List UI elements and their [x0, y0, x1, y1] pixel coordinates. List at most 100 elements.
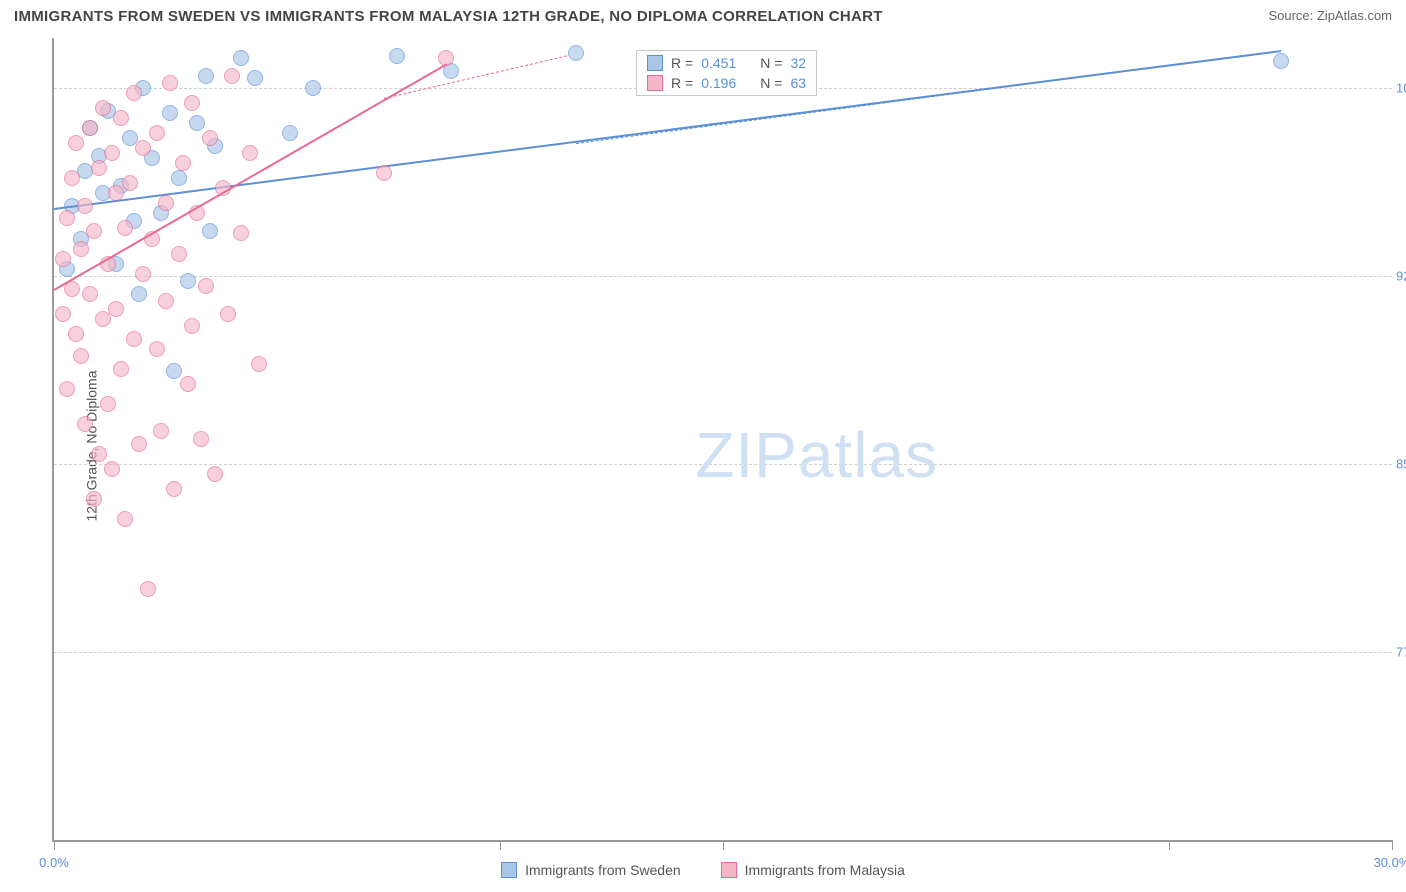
- data-point: [55, 306, 71, 322]
- legend: Immigrants from Sweden Immigrants from Ma…: [0, 862, 1406, 878]
- r-label: R =: [671, 75, 693, 91]
- data-point: [135, 266, 151, 282]
- data-point: [117, 511, 133, 527]
- x-tick: [723, 840, 724, 850]
- data-point: [242, 145, 258, 161]
- data-point: [162, 105, 178, 121]
- legend-item: Immigrants from Malaysia: [721, 862, 905, 878]
- r-value: 0.196: [701, 75, 736, 91]
- data-point: [104, 145, 120, 161]
- data-point: [251, 356, 267, 372]
- data-point: [131, 436, 147, 452]
- gridline: [54, 276, 1392, 277]
- data-point: [104, 461, 120, 477]
- data-point: [389, 48, 405, 64]
- data-point: [220, 306, 236, 322]
- data-point: [158, 195, 174, 211]
- data-point: [55, 251, 71, 267]
- data-point: [158, 293, 174, 309]
- n-value: 63: [790, 75, 806, 91]
- watermark: ZIPatlas: [695, 418, 938, 492]
- data-point: [77, 198, 93, 214]
- y-tick-label: 92.5%: [1396, 269, 1406, 284]
- trend-extension: [384, 56, 567, 100]
- data-point: [140, 581, 156, 597]
- legend-item: Immigrants from Sweden: [501, 862, 681, 878]
- data-point: [198, 68, 214, 84]
- gridline: [54, 464, 1392, 465]
- data-point: [171, 246, 187, 262]
- data-point: [149, 341, 165, 357]
- data-point: [73, 241, 89, 257]
- data-point: [305, 80, 321, 96]
- data-point: [82, 120, 98, 136]
- data-point: [568, 45, 584, 61]
- data-point: [77, 416, 93, 432]
- data-point: [193, 431, 209, 447]
- data-point: [162, 75, 178, 91]
- data-point: [113, 361, 129, 377]
- data-point: [233, 50, 249, 66]
- data-point: [233, 225, 249, 241]
- data-point: [135, 140, 151, 156]
- data-point: [202, 223, 218, 239]
- data-point: [247, 70, 263, 86]
- stats-row: R =0.451N =32: [637, 53, 816, 73]
- legend-label: Immigrants from Malaysia: [745, 862, 905, 878]
- data-point: [175, 155, 191, 171]
- data-point: [95, 311, 111, 327]
- data-point: [95, 100, 111, 116]
- legend-swatch: [501, 862, 517, 878]
- data-point: [207, 466, 223, 482]
- stats-box: R =0.451N =32 R = 0.196 N = 63: [636, 50, 817, 96]
- stats-row: R = 0.196 N = 63: [637, 73, 816, 93]
- y-tick-label: 77.5%: [1396, 645, 1406, 660]
- data-point: [117, 220, 133, 236]
- data-point: [180, 273, 196, 289]
- data-point: [166, 363, 182, 379]
- data-point: [122, 175, 138, 191]
- data-point: [376, 165, 392, 181]
- data-point: [86, 491, 102, 507]
- data-point: [100, 396, 116, 412]
- x-tick: [1169, 840, 1170, 850]
- data-point: [91, 446, 107, 462]
- data-point: [131, 286, 147, 302]
- data-point: [171, 170, 187, 186]
- source-label: Source: ZipAtlas.com: [1268, 8, 1392, 23]
- x-tick: [54, 840, 55, 850]
- data-point: [68, 135, 84, 151]
- data-point: [108, 301, 124, 317]
- data-point: [184, 318, 200, 334]
- data-point: [68, 326, 84, 342]
- x-tick: [500, 840, 501, 850]
- data-point: [108, 185, 124, 201]
- data-point: [126, 85, 142, 101]
- data-point: [82, 286, 98, 302]
- data-point: [149, 125, 165, 141]
- data-point: [64, 170, 80, 186]
- legend-swatch: [721, 862, 737, 878]
- data-point: [91, 160, 107, 176]
- data-point: [113, 110, 129, 126]
- data-point: [126, 331, 142, 347]
- r-value: 0.451: [701, 55, 736, 71]
- data-point: [166, 481, 182, 497]
- data-point: [59, 381, 75, 397]
- legend-label: Immigrants from Sweden: [525, 862, 681, 878]
- chart-title: IMMIGRANTS FROM SWEDEN VS IMMIGRANTS FRO…: [14, 8, 883, 25]
- y-tick-label: 100.0%: [1396, 81, 1406, 96]
- data-point: [198, 278, 214, 294]
- legend-swatch: [647, 55, 663, 71]
- data-point: [282, 125, 298, 141]
- data-point: [86, 223, 102, 239]
- data-point: [73, 348, 89, 364]
- n-label: N =: [760, 75, 782, 91]
- data-point: [1273, 53, 1289, 69]
- chart-plot-area: 100.0%92.5%85.0%77.5%0.0%30.0%ZIPatlasR …: [52, 38, 1392, 842]
- legend-swatch: [647, 75, 663, 91]
- data-point: [224, 68, 240, 84]
- chart-header: IMMIGRANTS FROM SWEDEN VS IMMIGRANTS FRO…: [0, 0, 1406, 29]
- data-point: [202, 130, 218, 146]
- data-point: [180, 376, 196, 392]
